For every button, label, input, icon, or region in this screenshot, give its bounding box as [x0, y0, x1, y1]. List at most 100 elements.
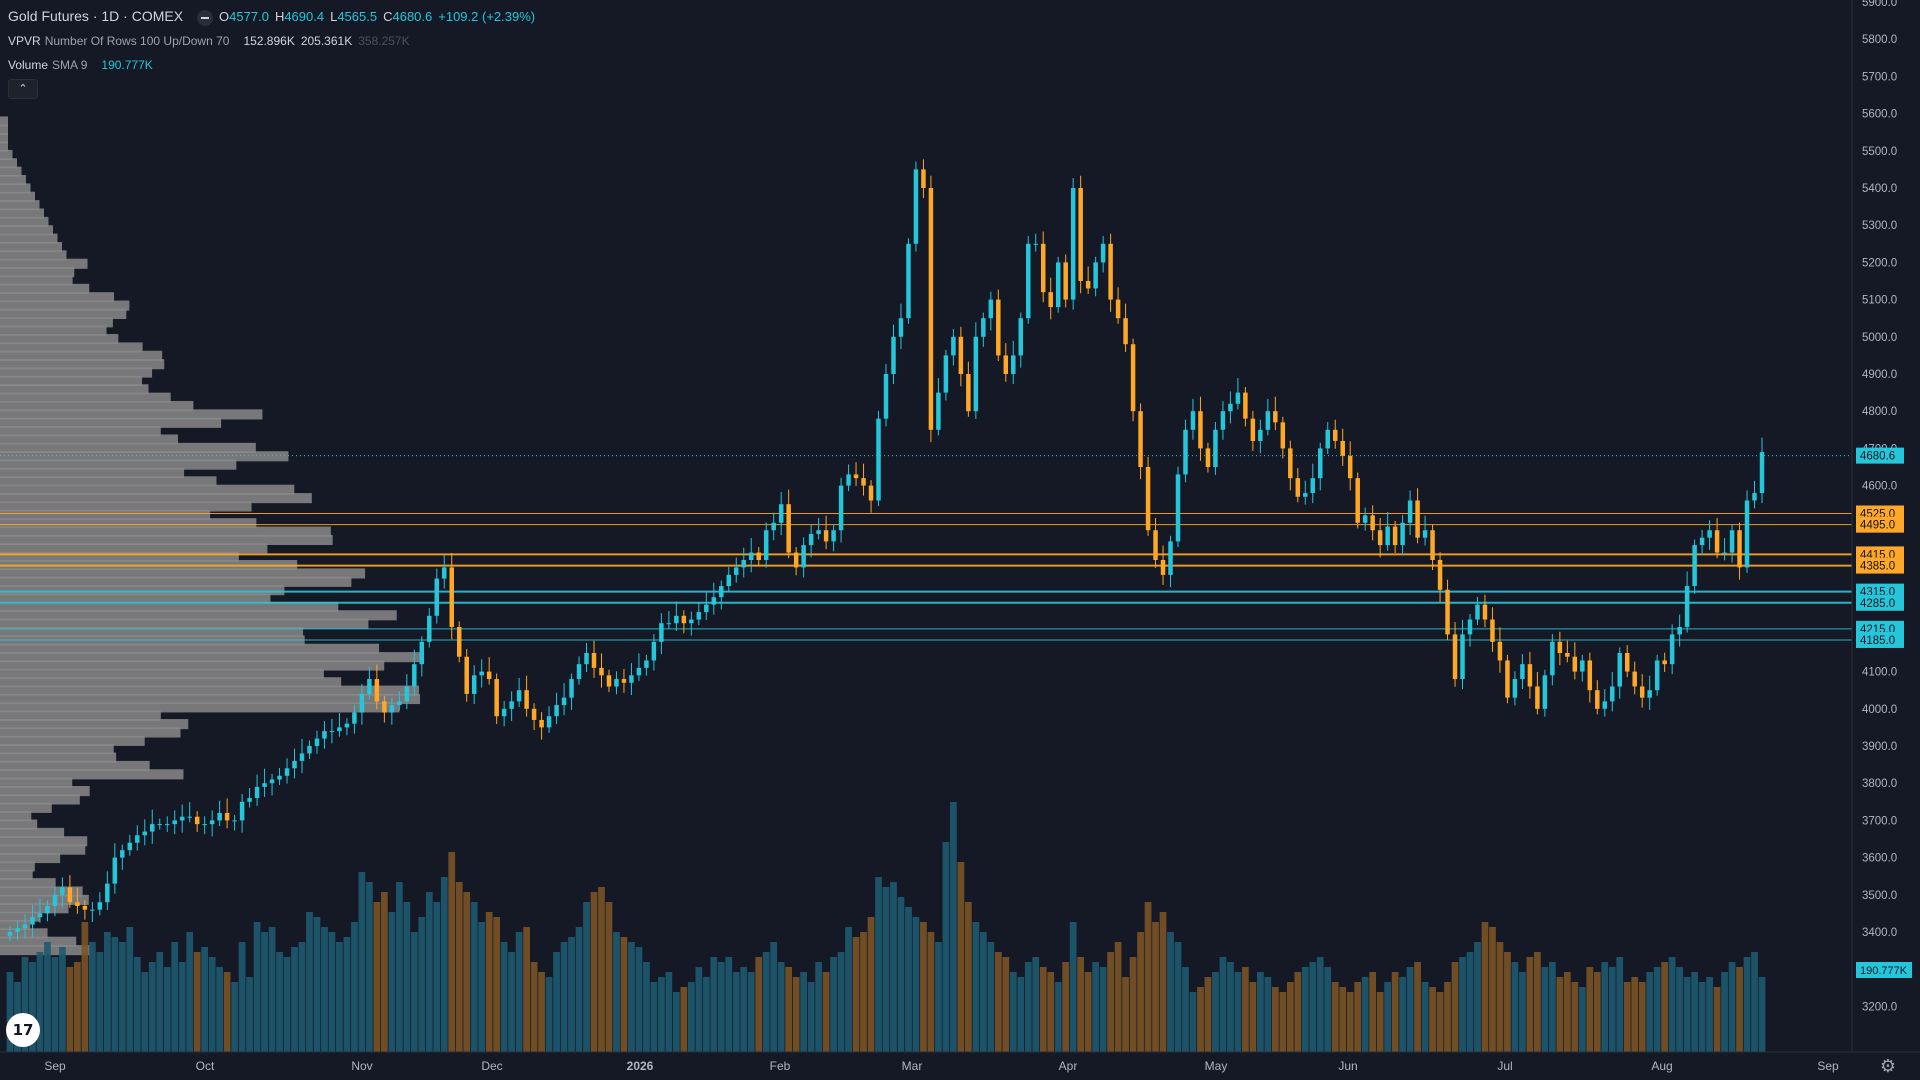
candle-body: [1175, 474, 1181, 542]
candle-up: [1684, 571, 1690, 633]
candle-up: [45, 900, 50, 922]
volume-bar: [1578, 987, 1586, 1052]
candle-down: [1632, 661, 1637, 695]
vpvr-legend[interactable]: VPVR Number Of Rows 100 Up/Down 70 152.896…: [8, 33, 416, 48]
volume-bar: [96, 952, 104, 1052]
volume-profile-row: [0, 526, 331, 537]
candle-body: [1385, 526, 1390, 546]
volume-profile-row: [0, 417, 222, 428]
volume-bar: [1391, 972, 1399, 1052]
candle-body: [1437, 560, 1443, 590]
candle-body: [269, 779, 275, 784]
candle-body: [1460, 634, 1465, 680]
candle-body: [1580, 660, 1585, 672]
candle-body: [951, 336, 956, 356]
candle-down: [82, 900, 88, 920]
status-dot-icon[interactable]: [197, 9, 214, 26]
volume-legend[interactable]: Volume SMA 9 190.777K: [8, 57, 159, 72]
volume-bar: [1563, 972, 1571, 1052]
candle-body: [1497, 641, 1503, 661]
volume-bar: [598, 887, 605, 1052]
candle-up: [1318, 442, 1323, 491]
tradingview-logo-icon[interactable]: 17: [6, 1013, 40, 1047]
candle-down: [928, 175, 934, 443]
candle-up: [389, 697, 395, 725]
candle-body: [1452, 634, 1458, 680]
volume-profile-row: [0, 719, 189, 730]
candle-body: [1677, 626, 1682, 635]
candle-up: [973, 322, 979, 420]
level-label: 4185.0: [1860, 635, 1895, 647]
candle-body: [329, 731, 335, 733]
volume-bar: [1024, 962, 1032, 1052]
candle-body: [1535, 686, 1540, 709]
volume-bar: [1743, 957, 1751, 1052]
candle-body: [449, 567, 454, 627]
candle-body: [344, 723, 350, 728]
candle-body: [120, 850, 125, 858]
candle-body: [958, 336, 964, 374]
volume-profile-row: [0, 744, 114, 755]
candle-down: [1273, 396, 1278, 431]
volume-bar: [1279, 992, 1287, 1052]
candle-down: [1497, 627, 1503, 673]
candle-down: [1153, 517, 1158, 568]
time-axis-label: Feb: [770, 1059, 791, 1073]
candle-body: [1332, 429, 1338, 441]
candle-body: [1415, 500, 1420, 538]
volume-profile-row: [0, 928, 48, 939]
candle-body: [1205, 448, 1211, 467]
volume-profile-row: [0, 836, 88, 847]
time-axis-label: Nov: [351, 1059, 372, 1073]
volume-profile-group: [0, 116, 420, 956]
candle-up: [292, 748, 297, 779]
volume-bar: [590, 892, 598, 1052]
candle-down: [1205, 442, 1211, 473]
candle-down: [599, 653, 604, 688]
volume-bar: [1346, 992, 1354, 1052]
candle-body: [853, 474, 859, 479]
candle-up: [359, 683, 365, 725]
candle-body: [1288, 448, 1293, 479]
candle-body: [479, 671, 484, 676]
candle-up: [112, 843, 118, 894]
candle-body: [1654, 660, 1660, 691]
volume-bar: [171, 942, 179, 1052]
candle-body: [1490, 619, 1495, 642]
price-tick-label: 5000.0: [1862, 332, 1897, 344]
candle-body: [778, 504, 784, 523]
symbol-title[interactable]: Gold Futures · 1D · COMEX: [8, 8, 184, 24]
candle-body: [1190, 411, 1196, 430]
volume-bar: [336, 942, 343, 1052]
price-tick-label: 4900.0: [1862, 369, 1897, 381]
collapse-legend-button[interactable]: ⌃: [8, 79, 38, 99]
candle-body: [1722, 552, 1727, 554]
volume-bar: [283, 957, 291, 1052]
volume-profile-row: [0, 660, 385, 671]
level-label: 4495.0: [1860, 520, 1895, 532]
volume-bar: [568, 937, 575, 1052]
candle-body: [1295, 478, 1301, 497]
candle-body: [629, 675, 634, 683]
candle-down: [1415, 488, 1420, 544]
volume-bar: [261, 932, 268, 1052]
volume-bar: [126, 927, 134, 1052]
candle-up: [898, 303, 904, 350]
volume-profile-row: [0, 903, 69, 914]
volume-profile-row: [0, 384, 149, 395]
volume-bar: [979, 932, 987, 1052]
candle-down: [793, 546, 799, 576]
price-tick-label: 4000.0: [1862, 704, 1897, 716]
candle-up: [936, 378, 941, 436]
candle-up: [209, 810, 215, 837]
candle-up: [1265, 398, 1271, 436]
candle-up: [831, 524, 836, 552]
volume-bar: [1159, 912, 1167, 1052]
volume-bar: [1698, 982, 1706, 1052]
settings-gear-icon[interactable]: ⚙: [1879, 1056, 1897, 1076]
candle-body: [606, 675, 612, 687]
candle-up: [1325, 421, 1330, 454]
candle-body: [1026, 243, 1031, 319]
candle-body: [666, 623, 672, 625]
